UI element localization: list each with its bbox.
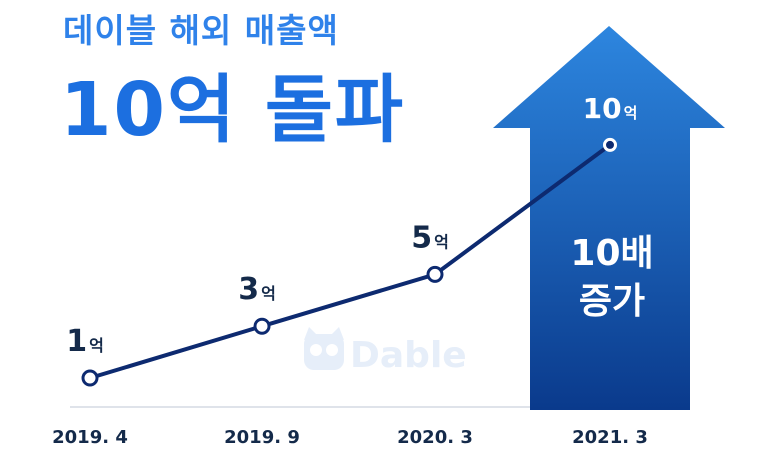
data-point — [426, 265, 444, 283]
data-label-value: 5 — [411, 220, 432, 255]
data-label-value: 1 — [66, 324, 87, 359]
arrow-label-line2: 증가 — [579, 281, 645, 322]
owl-icon — [304, 327, 344, 370]
data-point — [253, 317, 271, 335]
x-tick-label: 2019. 4 — [52, 427, 128, 448]
chart-subtitle: 데이블 해외 매출액 — [63, 11, 339, 50]
data-point — [81, 369, 99, 387]
data-label-unit: 억 — [261, 284, 276, 303]
data-point-center — [606, 140, 614, 149]
data-label-value: 3 — [238, 272, 259, 307]
dable-wordmark: Dable — [350, 335, 467, 376]
data-label-value: 10 — [583, 92, 622, 125]
growth-arrow — [493, 26, 725, 410]
data-label-unit: 억 — [434, 232, 449, 251]
arrow-label-line1: 10배 — [570, 233, 653, 274]
x-tick-label: 2021. 3 — [572, 427, 648, 448]
data-label-unit: 억 — [89, 336, 104, 355]
dable-logo: Dable — [304, 327, 467, 376]
chart-headline: 10억 돌파 — [60, 67, 405, 153]
x-tick-label: 2019. 9 — [224, 427, 300, 448]
data-label: 10 억 — [583, 92, 638, 125]
series-line — [89, 143, 612, 380]
data-label-unit: 억 — [624, 104, 638, 122]
x-tick-label: 2020. 3 — [397, 427, 473, 448]
